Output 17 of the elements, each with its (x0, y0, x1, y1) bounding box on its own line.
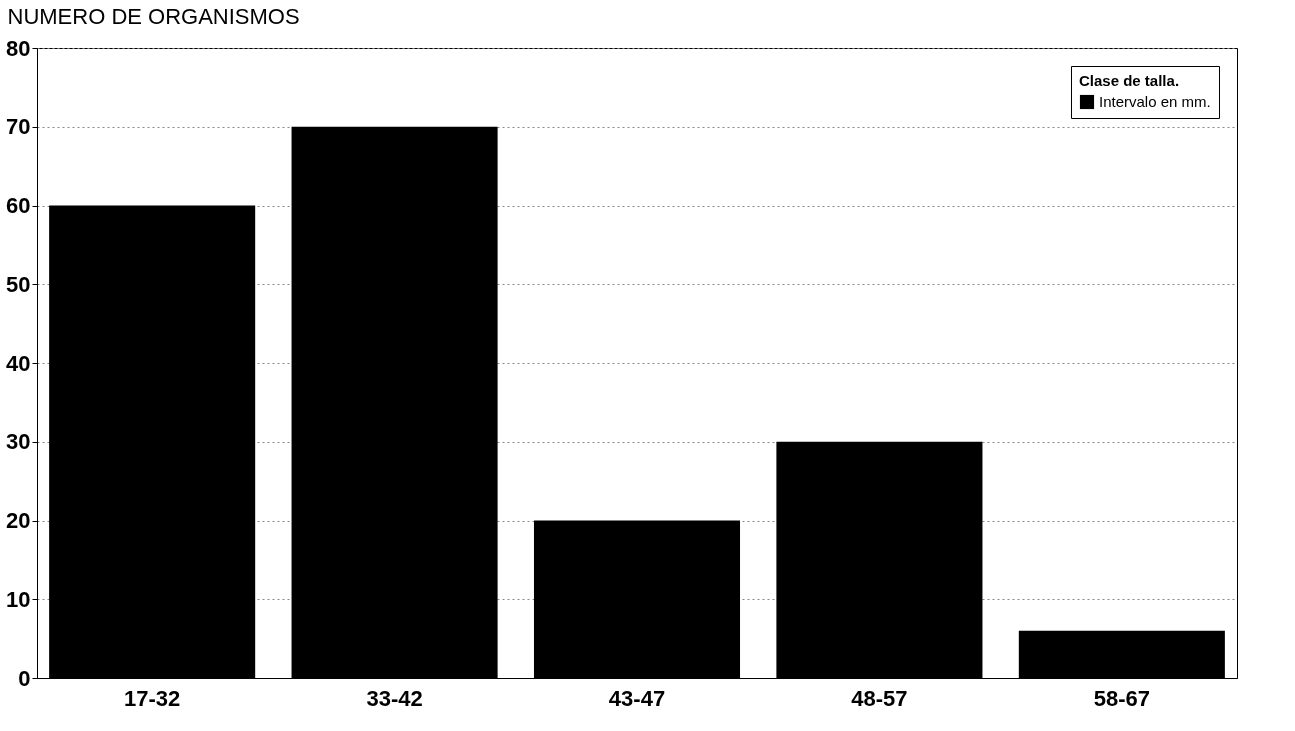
y-tick-label: 30 (6, 429, 31, 455)
y-axis-title: NUMERO DE ORGANISMOS (7, 3, 300, 29)
x-tick-label: 33-42 (366, 685, 423, 711)
y-tick-label: 10 (6, 586, 31, 612)
y-tick-label: 60 (6, 193, 31, 218)
y-tick-label: 40 (6, 350, 31, 376)
legend-title: Clase de talla. (1079, 72, 1180, 89)
legend-label: Intervalo en mm. (1099, 93, 1211, 110)
y-tick-label: 80 (6, 35, 31, 61)
x-tick-label: 58-67 (1093, 685, 1150, 711)
x-tick-label: 48-57 (851, 685, 908, 711)
x-tick-label: 17-32 (124, 685, 181, 711)
y-tick-label: 0 (18, 665, 31, 691)
x-tick-label: 43-47 (608, 685, 666, 711)
y-tick-label: 70 (6, 114, 31, 140)
y-tick-label: 20 (6, 508, 31, 533)
y-tick-label: 50 (6, 271, 31, 297)
